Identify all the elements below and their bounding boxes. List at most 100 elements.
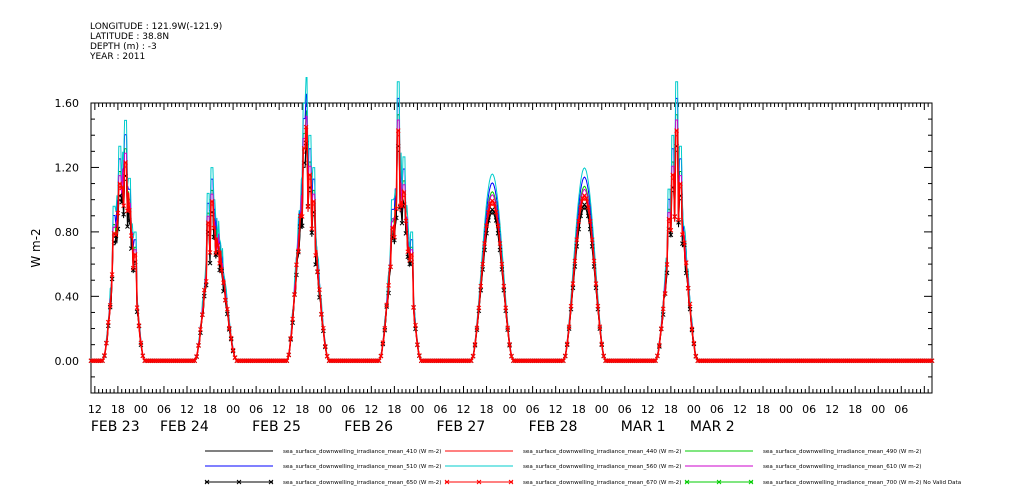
series-marker: [816, 358, 822, 364]
series-marker: [534, 358, 539, 364]
x-hour-label: 00: [595, 403, 609, 416]
series-marker: [422, 358, 428, 364]
series-marker: [658, 326, 664, 331]
series-marker: [357, 358, 363, 364]
series-marker: [731, 358, 737, 364]
series-marker: [505, 325, 511, 331]
series-marker: [395, 128, 401, 133]
series-marker: [681, 240, 687, 246]
series-marker: [315, 269, 320, 274]
series-marker: [526, 358, 532, 364]
series-marker: [612, 358, 618, 364]
series-marker: [361, 358, 367, 364]
series-marker: [470, 353, 476, 359]
series-marker: [801, 358, 806, 364]
series-marker: [98, 358, 103, 364]
series-marker: [902, 358, 908, 364]
legend-label: sea_surface_downwelling_irradiance_mean_…: [763, 464, 921, 470]
series-marker: [184, 358, 190, 364]
series-marker: [854, 358, 860, 364]
series-marker: [107, 303, 113, 308]
series-marker: [737, 358, 743, 364]
series-marker: [918, 358, 923, 364]
series-marker: [152, 358, 157, 364]
series-marker: [440, 358, 445, 364]
series-marker: [850, 358, 856, 364]
series-marker: [672, 214, 678, 220]
series-marker: [766, 358, 772, 364]
series-marker: [109, 272, 115, 277]
axis-group: 1.60 1.20 0.80 0.40 0.00 W m-2 12 18 00 06 12 18 00 0…: [29, 97, 908, 435]
series-marker: [365, 358, 370, 364]
series-marker: [572, 258, 578, 264]
series-marker: [265, 358, 271, 364]
series-marker: [449, 358, 455, 364]
series-marker: [105, 319, 111, 325]
series-marker: [889, 358, 895, 364]
series-marker: [820, 358, 825, 364]
series-marker: [866, 358, 871, 364]
series-marker: [762, 358, 768, 364]
legend-marker: [444, 479, 450, 485]
series-marker: [610, 358, 616, 364]
x-hour-label: 06: [618, 403, 632, 416]
series-marker: [885, 358, 891, 364]
series-marker: [132, 252, 138, 257]
series-marker: [495, 223, 501, 229]
series-marker: [620, 358, 626, 364]
series-marker: [299, 223, 305, 229]
series-marker: [236, 358, 242, 364]
series-marker: [190, 358, 196, 364]
series-marker: [244, 358, 249, 364]
series-marker: [443, 358, 449, 364]
series-marker: [662, 291, 668, 296]
chart-frame: [90, 102, 933, 394]
series-marker: [603, 358, 608, 364]
series-marker: [123, 160, 128, 165]
series-marker: [927, 358, 933, 364]
series-marker: [223, 297, 228, 303]
series-marker: [799, 358, 804, 364]
series-marker: [639, 358, 645, 364]
series-marker: [280, 358, 286, 364]
series-marker: [424, 358, 430, 364]
x-hour-label: 12: [733, 403, 747, 416]
series-marker: [441, 358, 447, 364]
series-marker: [292, 291, 297, 297]
x-hour-label: 18: [756, 403, 770, 416]
series-marker: [574, 237, 580, 243]
series-marker: [347, 358, 353, 364]
y-tick-label: 0.00: [55, 355, 80, 368]
series-marker: [447, 358, 453, 364]
series-marker: [257, 358, 263, 364]
series-marker: [121, 211, 126, 217]
series-marker: [232, 355, 238, 360]
series-marker: [795, 358, 800, 364]
series-marker: [635, 358, 641, 364]
series-marker: [367, 358, 372, 364]
series-marker: [539, 358, 545, 364]
series-marker: [246, 358, 251, 364]
series-marker: [169, 358, 174, 364]
series-marker: [862, 358, 868, 364]
series-marker: [908, 358, 914, 364]
series-marker: [810, 358, 816, 364]
x-hour-label: 18: [572, 403, 586, 416]
series-marker: [176, 358, 182, 364]
series-marker: [595, 303, 601, 309]
series-marker: [94, 358, 100, 364]
x-date-label: FEB 26: [344, 419, 393, 435]
series-marker: [678, 181, 683, 187]
series-marker: [207, 250, 213, 255]
series-marker: [676, 217, 681, 223]
series-marker: [712, 358, 718, 364]
series-marker: [290, 316, 295, 322]
series-marker: [582, 193, 587, 198]
x-hour-label: 12: [641, 403, 655, 416]
series-marker: [182, 358, 188, 364]
series-marker: [173, 358, 178, 364]
series-marker: [472, 342, 478, 347]
series-marker: [668, 227, 674, 233]
series-marker: [873, 358, 879, 364]
series-marker: [363, 358, 368, 364]
